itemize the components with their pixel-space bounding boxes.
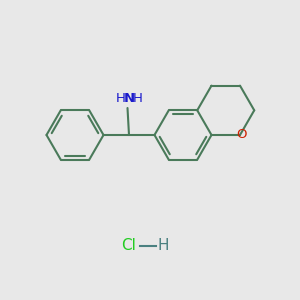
Text: N: N: [123, 92, 135, 106]
Text: H: H: [116, 92, 126, 106]
Text: H: H: [158, 238, 169, 253]
Text: H: H: [133, 92, 142, 106]
Text: Cl: Cl: [122, 238, 136, 253]
Text: O: O: [236, 128, 247, 142]
